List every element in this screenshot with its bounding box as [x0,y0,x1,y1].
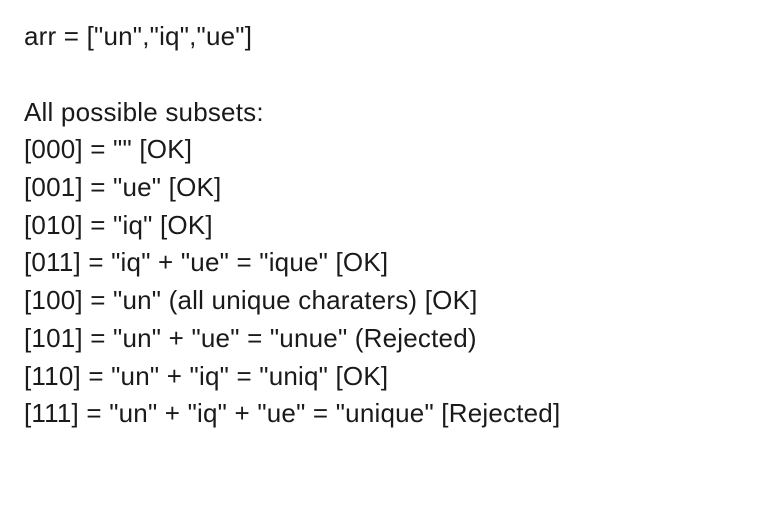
subset-100: [100] = "un" (all unique charaters) [OK] [24,282,744,320]
subset-010: [010] = "iq" [OK] [24,207,744,245]
blank-line [24,56,744,94]
subset-011: [011] = "iq" + "ue" = "ique" [OK] [24,244,744,282]
subset-111: [111] = "un" + "iq" + "ue" = "unique" [R… [24,395,744,433]
subset-001: [001] = "ue" [OK] [24,169,744,207]
subset-110: [110] = "un" + "iq" = "uniq" [OK] [24,358,744,396]
arr-declaration: arr = ["un","iq","ue"] [24,18,744,56]
subsets-header: All possible subsets: [24,94,744,132]
code-explanation-block: arr = ["un","iq","ue"] All possible subs… [0,0,768,451]
subset-000: [000] = "" [OK] [24,131,744,169]
subset-101: [101] = "un" + "ue" = "unue" (Rejected) [24,320,744,358]
